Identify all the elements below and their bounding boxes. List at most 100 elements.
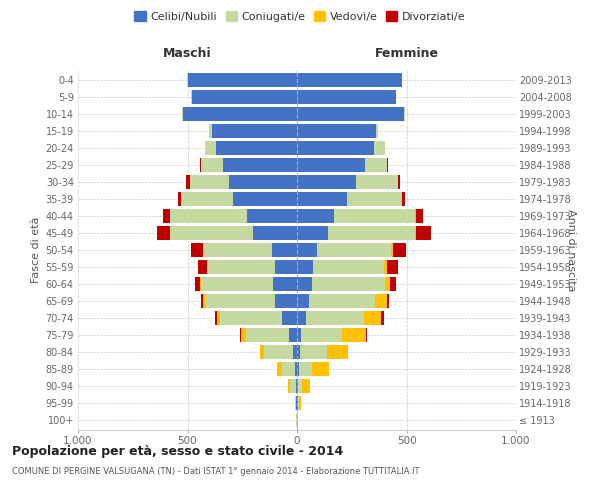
Bar bbox=[299, 362, 313, 376]
Bar bbox=[253, 226, 297, 240]
Bar bbox=[374, 141, 385, 155]
Bar bbox=[297, 158, 365, 172]
Bar bbox=[220, 311, 281, 325]
Bar bbox=[260, 345, 264, 359]
Bar bbox=[216, 141, 297, 155]
Text: Maschi: Maschi bbox=[163, 47, 212, 60]
Bar bbox=[295, 396, 296, 410]
Bar bbox=[297, 209, 334, 223]
Bar bbox=[416, 226, 431, 240]
Bar bbox=[298, 379, 302, 393]
Bar bbox=[207, 260, 275, 274]
Bar bbox=[297, 396, 298, 410]
Bar bbox=[365, 158, 387, 172]
Bar bbox=[297, 175, 356, 189]
Bar bbox=[205, 294, 275, 308]
Bar bbox=[297, 277, 313, 291]
Bar bbox=[415, 226, 416, 240]
Bar bbox=[404, 107, 405, 121]
Bar bbox=[296, 379, 297, 393]
Bar bbox=[297, 379, 298, 393]
Y-axis label: Fasce di età: Fasce di età bbox=[31, 217, 41, 283]
Bar bbox=[297, 90, 395, 104]
Bar bbox=[298, 396, 299, 410]
Bar bbox=[393, 243, 406, 257]
Bar bbox=[275, 294, 297, 308]
Bar bbox=[191, 243, 203, 257]
Bar bbox=[297, 124, 376, 138]
Bar bbox=[385, 277, 390, 291]
Bar bbox=[302, 379, 310, 393]
Bar bbox=[181, 192, 233, 206]
Bar bbox=[347, 192, 402, 206]
Bar bbox=[317, 243, 391, 257]
Bar bbox=[328, 226, 415, 240]
Bar bbox=[157, 226, 170, 240]
Bar bbox=[281, 362, 295, 376]
Text: Popolazione per età, sesso e stato civile - 2014: Popolazione per età, sesso e stato civil… bbox=[12, 445, 343, 458]
Bar bbox=[382, 311, 383, 325]
Bar bbox=[296, 396, 297, 410]
Bar bbox=[383, 260, 387, 274]
Bar bbox=[241, 328, 245, 342]
Bar bbox=[313, 260, 383, 274]
Bar bbox=[334, 209, 415, 223]
Bar bbox=[297, 311, 306, 325]
Legend: Celibi/Nubili, Coniugati/e, Vedovi/e, Divorziati/e: Celibi/Nubili, Coniugati/e, Vedovi/e, Di… bbox=[131, 8, 469, 25]
Bar bbox=[163, 209, 170, 223]
Bar bbox=[313, 362, 329, 376]
Bar bbox=[375, 294, 387, 308]
Bar bbox=[195, 277, 200, 291]
Bar bbox=[297, 226, 328, 240]
Bar bbox=[356, 175, 398, 189]
Bar bbox=[297, 345, 300, 359]
Bar bbox=[204, 243, 272, 257]
Bar bbox=[387, 260, 398, 274]
Text: COMUNE DI PERGINE VALSUGANA (TN) - Dati ISTAT 1° gennaio 2014 - Elaborazione TUT: COMUNE DI PERGINE VALSUGANA (TN) - Dati … bbox=[12, 468, 419, 476]
Bar bbox=[170, 226, 253, 240]
Bar bbox=[398, 175, 400, 189]
Bar bbox=[364, 311, 382, 325]
Bar bbox=[288, 379, 290, 393]
Bar bbox=[376, 124, 378, 138]
Bar bbox=[309, 294, 375, 308]
Bar bbox=[223, 158, 297, 172]
Bar bbox=[229, 175, 297, 189]
Bar bbox=[297, 294, 309, 308]
Bar bbox=[215, 311, 217, 325]
Bar bbox=[178, 192, 181, 206]
Bar bbox=[203, 294, 205, 308]
Bar bbox=[295, 362, 297, 376]
Bar bbox=[391, 243, 393, 257]
Bar bbox=[275, 260, 297, 274]
Bar bbox=[297, 73, 402, 87]
Bar bbox=[342, 328, 366, 342]
Bar bbox=[182, 107, 183, 121]
Bar bbox=[289, 328, 297, 342]
Bar bbox=[293, 345, 297, 359]
Bar bbox=[297, 243, 317, 257]
Bar bbox=[217, 311, 220, 325]
Bar bbox=[299, 396, 301, 410]
Bar bbox=[272, 243, 297, 257]
Bar bbox=[200, 158, 223, 172]
Bar bbox=[192, 90, 297, 104]
Bar bbox=[281, 311, 297, 325]
Bar bbox=[297, 260, 313, 274]
Bar bbox=[297, 192, 347, 206]
Bar bbox=[245, 328, 289, 342]
Y-axis label: Anni di nascita: Anni di nascita bbox=[566, 209, 575, 291]
Bar bbox=[297, 141, 374, 155]
Bar bbox=[170, 209, 247, 223]
Bar bbox=[313, 277, 385, 291]
Bar bbox=[183, 107, 297, 121]
Bar bbox=[187, 175, 190, 189]
Bar bbox=[297, 107, 404, 121]
Bar bbox=[387, 294, 389, 308]
Bar bbox=[387, 158, 388, 172]
Bar bbox=[240, 328, 241, 342]
Bar bbox=[416, 209, 424, 223]
Bar bbox=[209, 124, 212, 138]
Bar bbox=[188, 73, 297, 87]
Bar bbox=[402, 192, 406, 206]
